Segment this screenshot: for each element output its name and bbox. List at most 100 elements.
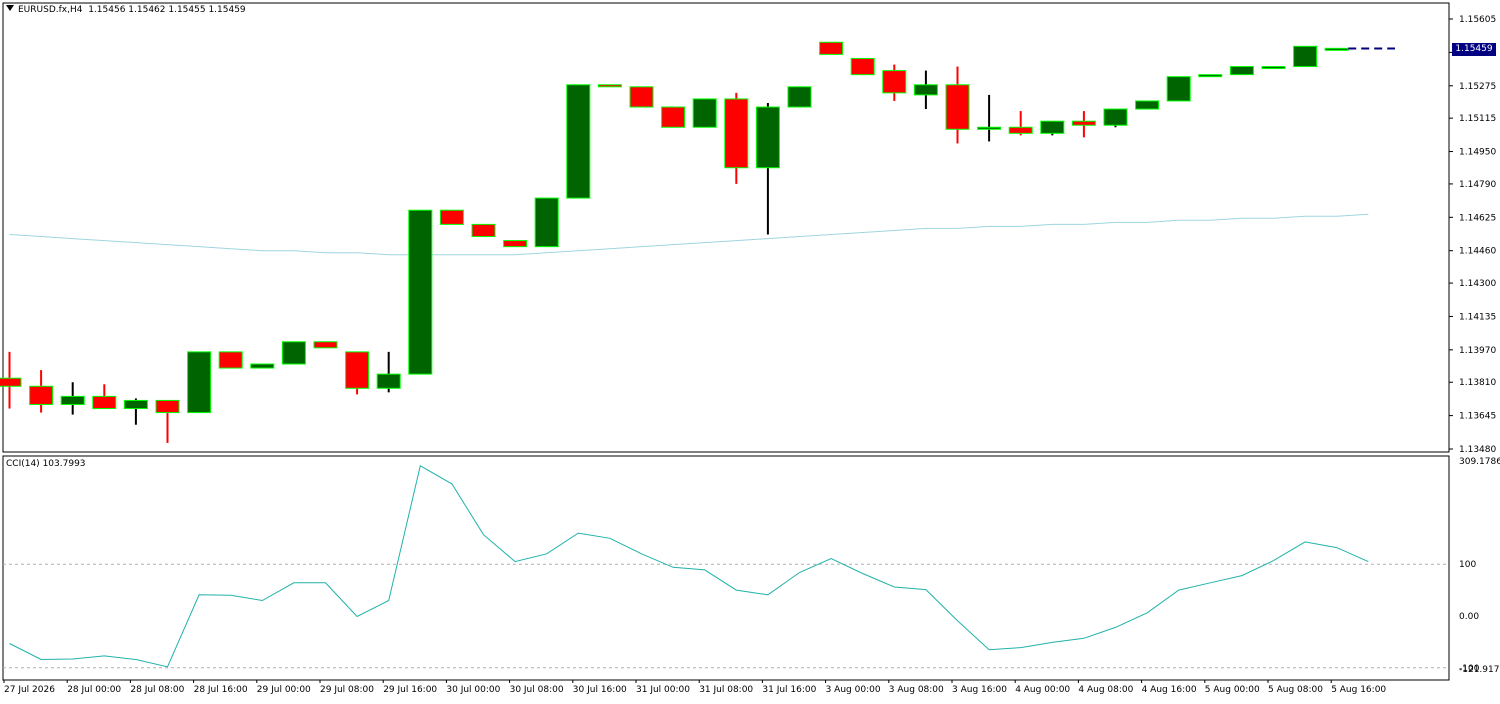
y-tick-label: 1.15605 [1459,15,1496,25]
x-tick-label: 3 Aug 16:00 [952,685,1007,695]
bear-candle [155,399,180,443]
candle-body [29,385,54,405]
x-axis-labels: 27 Jul 2026 28 Jul 00:00 28 Jul 08:00 28 Ju… [3,680,1386,695]
bull-candle [1166,76,1191,102]
y-tick-label: 1.14135 [1459,312,1496,322]
candle-body [1103,108,1128,126]
bull-candle [1040,120,1065,136]
bear-candle [92,384,117,410]
candle-body [1008,126,1033,134]
candle-body [850,57,875,76]
x-tick-label: 4 Aug 16:00 [1142,685,1197,695]
ohlc-values: 1.15456 1.15462 1.15455 1.15459 [88,5,246,15]
candle-body [1229,66,1254,76]
bull-candle [187,351,212,414]
cci-plot-frame [2,455,1450,681]
main-plot-frame [2,2,1450,453]
candle-body [1135,100,1160,110]
bear-candle [503,240,528,248]
cci-y-tick-label: 100 [1459,560,1476,570]
candle-body [1198,74,1223,78]
candle-body [250,363,275,369]
x-tick-label: 30 Jul 00:00 [446,685,500,695]
bear-candle [850,57,875,76]
bull-candle [692,98,717,128]
ma-line [9,213,1369,256]
y-tick-label: 1.14625 [1459,213,1496,223]
candle-body [313,341,338,349]
x-tick-label: 3 Aug 00:00 [826,685,881,695]
bull-candle [755,102,780,235]
cci-level-lines [3,563,1449,669]
candle-body [629,86,654,108]
candle-body [597,84,622,88]
candle-body [281,341,306,365]
bear-candle [945,66,970,144]
candle-body [345,351,370,389]
bear-candle [882,64,907,101]
candle-body [882,70,907,94]
bear-candle [313,341,338,349]
bear-candle [439,209,464,225]
candle-body [503,240,528,248]
bull-candle [1229,66,1254,76]
x-tick-label: 31 Jul 00:00 [636,685,690,695]
candle-body [1166,76,1191,102]
bear-candle [597,84,622,88]
candle-body [123,399,148,410]
x-tick-label: 3 Aug 08:00 [889,685,944,695]
bull-candle [376,351,401,393]
x-tick-label: 5 Aug 00:00 [1205,685,1260,695]
bull-candle [566,84,591,199]
cci-y-tick-label: -121.9178 [1459,665,1500,675]
y-tick-label: 1.15115 [1459,114,1496,124]
bull-candle [1198,74,1223,78]
bull-candle [1261,66,1286,70]
x-tick-label: 4 Aug 00:00 [1015,685,1070,695]
dropdown-triangle-icon[interactable] [6,5,14,11]
candle-body [977,126,1002,130]
bull-candle [250,363,275,369]
bull-candle [977,94,1002,142]
bear-candle [471,223,496,238]
y-axis-ticks: 1.156051.154401.152751.151151.149501.147… [1449,15,1500,675]
cci-series [9,465,1369,668]
y-tick-label: 1.15275 [1459,82,1496,92]
x-tick-label: 28 Jul 08:00 [130,685,184,695]
indicator-value: 103.7993 [42,459,86,469]
candle-body [408,209,433,375]
candle-body [724,98,749,169]
candle-body [819,41,844,55]
cci-y-tick-label: 0.00 [1459,612,1479,622]
current-price-tag: 1.15459 [1452,43,1496,56]
candle-body [566,84,591,199]
bull-candle [787,86,812,108]
candle-body [913,84,938,96]
y-tick-label: 1.14460 [1459,247,1496,257]
x-tick-label: 5 Aug 16:00 [1331,685,1386,695]
x-tick-label: 30 Jul 08:00 [510,685,564,695]
x-tick-label: 28 Jul 00:00 [67,685,121,695]
candle-body [692,98,717,128]
candle-body [187,351,212,414]
bull-candle [123,398,148,425]
candle-body [155,399,180,414]
bull-candle [408,209,433,375]
indicator-header: CCI(14) 103.7993 [6,459,86,469]
candle-body [92,395,117,410]
bull-candle [1135,100,1160,110]
x-tick-label: 30 Jul 16:00 [573,685,627,695]
cci-y-tick-label: -100 [1459,664,1480,674]
candle-body [787,86,812,108]
y-tick-label: 1.13810 [1459,378,1496,388]
x-tick-label: 27 Jul 2026 [4,685,55,695]
candle-body [1071,120,1096,126]
x-tick-label: 29 Jul 00:00 [257,685,311,695]
moving-average [9,213,1369,256]
y-tick-label: 1.14300 [1459,279,1496,289]
candle-body [218,351,243,369]
candle-body [534,197,559,248]
candle-body [1324,47,1349,51]
